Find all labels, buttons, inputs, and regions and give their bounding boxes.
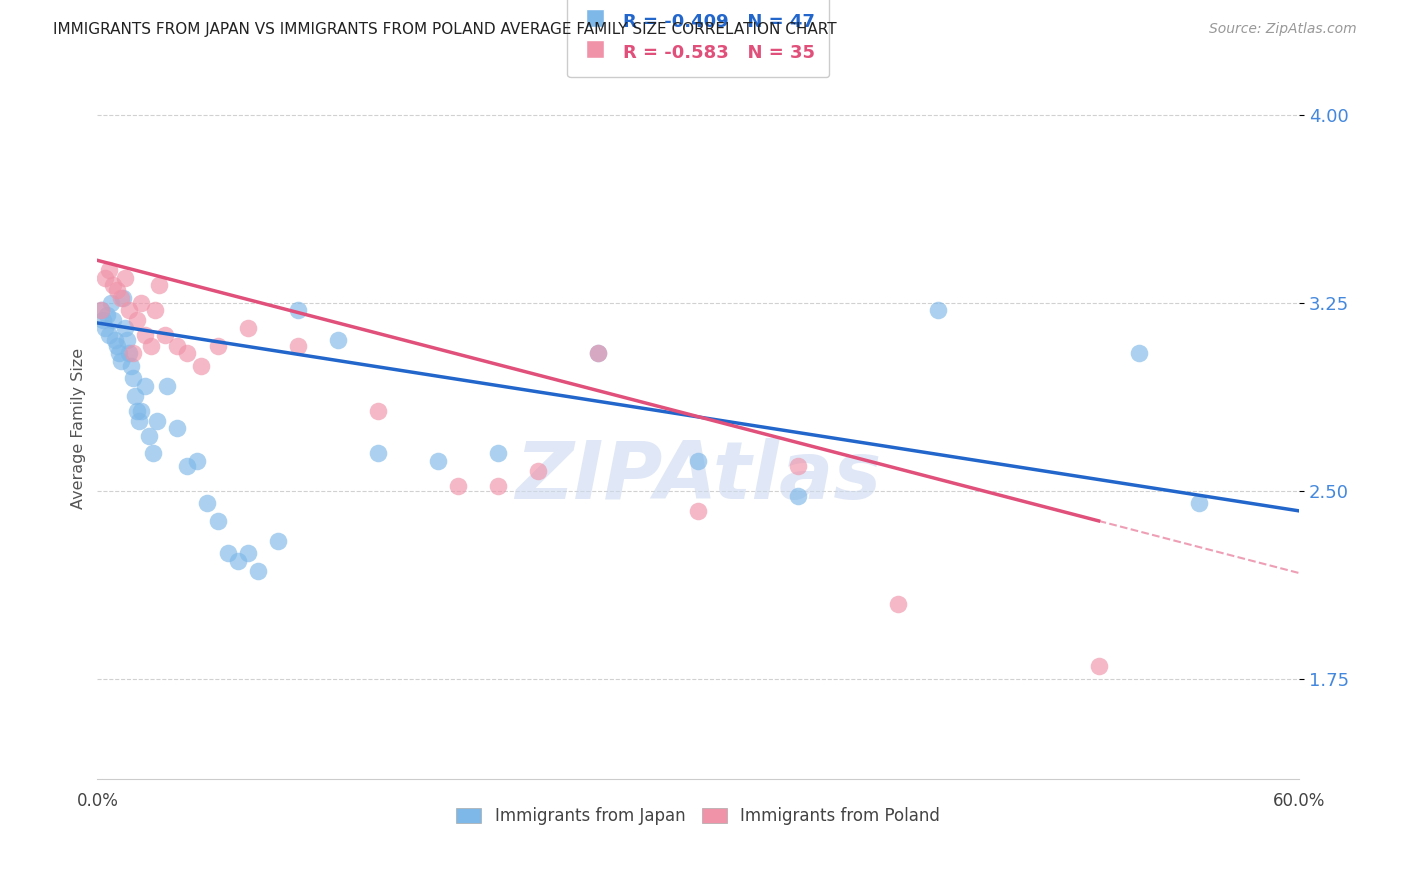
- Point: [688, 454, 710, 468]
- Point: [105, 338, 128, 352]
- Point: [447, 479, 470, 493]
- Y-axis label: Average Family Size: Average Family Size: [72, 348, 86, 508]
- Point: [246, 564, 269, 578]
- Point: [131, 403, 153, 417]
- Point: [287, 338, 309, 352]
- Point: [138, 428, 160, 442]
- Point: [266, 533, 288, 548]
- Point: [110, 291, 132, 305]
- Point: [128, 414, 150, 428]
- Point: [688, 504, 710, 518]
- Point: [586, 346, 609, 360]
- Point: [114, 321, 136, 335]
- Point: [108, 346, 131, 360]
- Point: [1128, 346, 1150, 360]
- Point: [118, 346, 141, 360]
- Point: [94, 271, 117, 285]
- Point: [226, 554, 249, 568]
- Point: [426, 454, 449, 468]
- Point: [367, 446, 389, 460]
- Point: [141, 338, 163, 352]
- Point: [98, 328, 121, 343]
- Point: [103, 313, 125, 327]
- Point: [166, 338, 188, 352]
- Point: [787, 458, 810, 473]
- Point: [117, 334, 139, 348]
- Point: [887, 597, 910, 611]
- Point: [176, 458, 198, 473]
- Point: [190, 359, 212, 373]
- Point: [166, 421, 188, 435]
- Point: [176, 346, 198, 360]
- Point: [104, 334, 127, 348]
- Legend: Immigrants from Japan, Immigrants from Poland: Immigrants from Japan, Immigrants from P…: [449, 799, 949, 834]
- Point: [112, 291, 135, 305]
- Point: [122, 371, 145, 385]
- Point: [96, 309, 118, 323]
- Point: [90, 303, 112, 318]
- Text: Source: ZipAtlas.com: Source: ZipAtlas.com: [1209, 22, 1357, 37]
- Point: [98, 263, 121, 277]
- Point: [207, 338, 229, 352]
- Point: [120, 359, 142, 373]
- Point: [326, 334, 349, 348]
- Point: [134, 328, 156, 343]
- Point: [93, 313, 115, 327]
- Point: [186, 454, 208, 468]
- Point: [122, 346, 145, 360]
- Point: [155, 328, 177, 343]
- Point: [927, 303, 949, 318]
- Point: [148, 278, 170, 293]
- Point: [105, 284, 128, 298]
- Point: [156, 378, 179, 392]
- Point: [124, 389, 146, 403]
- Point: [118, 303, 141, 318]
- Point: [236, 546, 259, 560]
- Point: [527, 464, 550, 478]
- Point: [94, 321, 117, 335]
- Point: [486, 479, 509, 493]
- Point: [236, 321, 259, 335]
- Text: ZIPAtlas: ZIPAtlas: [515, 438, 882, 516]
- Point: [146, 414, 169, 428]
- Point: [586, 346, 609, 360]
- Point: [207, 514, 229, 528]
- Point: [787, 489, 810, 503]
- Point: [134, 378, 156, 392]
- Point: [142, 446, 165, 460]
- Point: [90, 303, 112, 318]
- Point: [145, 303, 167, 318]
- Point: [197, 496, 219, 510]
- Point: [110, 353, 132, 368]
- Point: [103, 278, 125, 293]
- Point: [486, 446, 509, 460]
- Point: [100, 296, 122, 310]
- Point: [127, 313, 149, 327]
- Point: [131, 296, 153, 310]
- Point: [367, 403, 389, 417]
- Point: [127, 403, 149, 417]
- Point: [114, 271, 136, 285]
- Text: IMMIGRANTS FROM JAPAN VS IMMIGRANTS FROM POLAND AVERAGE FAMILY SIZE CORRELATION : IMMIGRANTS FROM JAPAN VS IMMIGRANTS FROM…: [53, 22, 837, 37]
- Point: [287, 303, 309, 318]
- Point: [217, 546, 239, 560]
- Point: [1087, 659, 1109, 673]
- Point: [1188, 496, 1211, 510]
